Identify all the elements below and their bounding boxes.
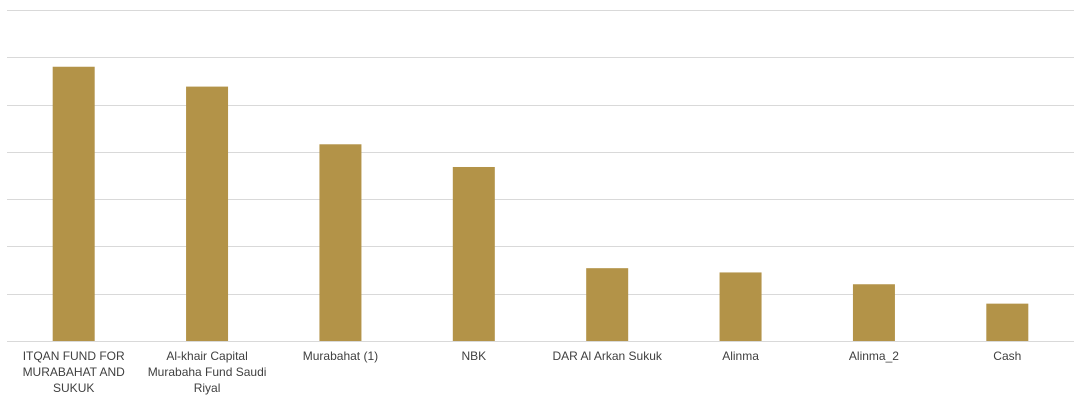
bar [719, 272, 762, 341]
bar [452, 166, 495, 341]
bar [319, 144, 362, 341]
category-labels: ITQAN FUND FOR MURABAHAT AND SUKUK Al-khair… [23, 349, 1022, 395]
category-label: Alinma_2 [849, 349, 899, 363]
category-label: Cash [993, 349, 1021, 363]
bars [52, 66, 1029, 341]
bar [186, 86, 229, 341]
category-label: ITQAN FUND FOR MURABAHAT AND SUKUK [23, 349, 126, 395]
category-label: Al-khair Capital Murabaha Fund Saudi Riyal [148, 349, 267, 395]
category-label: NBK [461, 349, 486, 363]
gridlines [7, 10, 1074, 295]
bar [52, 66, 95, 341]
bar [852, 284, 895, 341]
category-label: DAR Al Arkan Sukuk [552, 349, 662, 363]
category-label: Murabahat (1) [303, 349, 378, 363]
category-label: Alinma [722, 349, 759, 363]
bar [986, 303, 1029, 341]
bar [586, 268, 629, 341]
